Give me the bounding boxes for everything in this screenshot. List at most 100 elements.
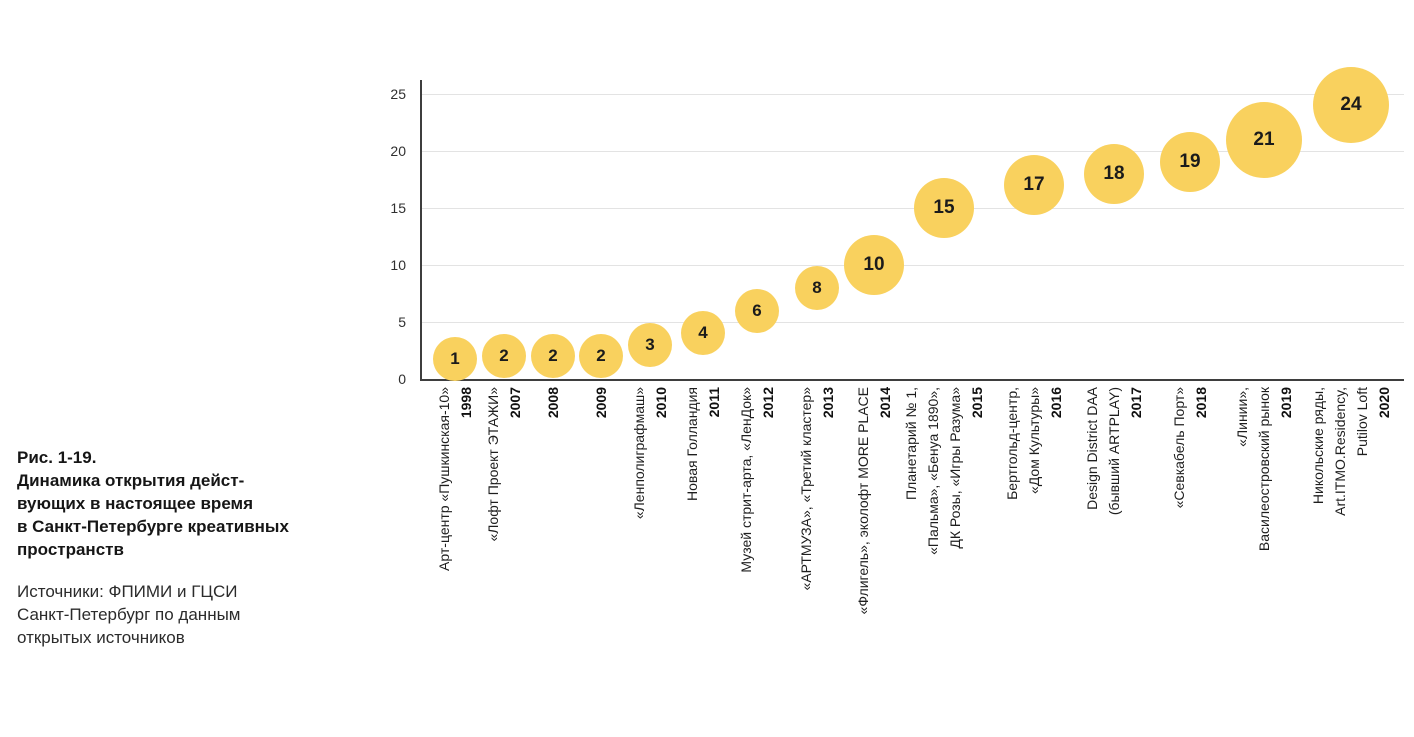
bubble-value-2011: 4 [698, 323, 708, 343]
venue-name: Новая Голландия [684, 387, 700, 501]
year-label: 2009 [593, 387, 609, 419]
venue-name: «Ленполиграфмаш» [631, 387, 647, 520]
bubble-value-2015: 15 [933, 197, 955, 218]
caption-source-line: Источники: ФПИМИ и ГЦСИ [17, 582, 238, 601]
x-label-2012: Музей стрит-арта, «ЛенДок» 2012 [735, 387, 779, 717]
bubble-value-2016: 17 [1023, 174, 1045, 196]
x-label-2019: «Линии», Василеостровский рынок 2019 [1231, 387, 1297, 717]
y-tick-label-0: 0 [398, 371, 406, 387]
year-label: 2008 [545, 387, 561, 419]
x-label-2011: Новая Голландия 2011 [681, 387, 725, 717]
gridline-5 [422, 322, 1404, 323]
x-label-2015: Планетарий № 1, «Пальма», «Бенуа 1890», ДК… [900, 387, 988, 717]
y-tick-label-20: 20 [390, 143, 406, 159]
x-label-2008: 2008 [542, 387, 564, 717]
x-label-2007: «Лофт Проект ЭТАЖИ» 2007 [482, 387, 526, 717]
year-label: 1998 [458, 387, 474, 419]
bubble-2012: 6 [735, 288, 779, 333]
bubble-2020: 24 [1313, 67, 1389, 144]
bubble-2013: 8 [795, 265, 839, 310]
bubble-value-2008: 2 [548, 346, 558, 366]
venue-name: Бертгольд-центр, [1004, 387, 1020, 500]
venue-name: Планетарий № 1, [903, 387, 919, 501]
bubble-2010: 3 [628, 322, 672, 367]
bubble-2018: 19 [1160, 132, 1220, 193]
venue-name: Никольские ряды, [1310, 387, 1326, 505]
year-label: 2016 [1048, 387, 1064, 419]
caption-source-line: Санкт-Петербург по данным [17, 605, 241, 624]
figure-number: Рис. 1-19. [17, 448, 97, 467]
x-label-2016: Бертгольд-центр, «Дом Культуры» 2016 [1001, 387, 1067, 717]
gridline-25 [422, 94, 1404, 95]
bubble-value-2010: 3 [645, 334, 655, 354]
y-tick-label-25: 25 [390, 86, 406, 102]
x-label-2018: «Севкабель Порт» 2018 [1168, 387, 1212, 717]
bubble-2007: 2 [482, 334, 526, 379]
bubble-value-2007: 2 [499, 346, 509, 366]
venue-name: «Линии», [1234, 387, 1250, 447]
figure-caption: Рис. 1-19. Динамика открытия дейст- вующ… [17, 446, 347, 649]
bubble-2009: 2 [579, 334, 623, 379]
x-label-2014: «Флигель», эколофт MORE PLACE 2014 [852, 387, 896, 717]
x-label-2010: «Ленполиграфмаш» 2010 [628, 387, 672, 717]
venue-name: «Севкабель Порт» [1171, 387, 1187, 509]
x-label-2009: 2009 [590, 387, 612, 717]
x-label-2020: Никольские ряды, Art.ITMO.Residency, Putil… [1307, 387, 1395, 717]
year-label: 2018 [1193, 387, 1209, 419]
y-tick-label-10: 10 [390, 257, 406, 273]
x-label-2013: «АРТМУЗА», «Третий кластер» 2013 [795, 387, 839, 717]
caption-title-line: Динамика открытия дейст- [17, 471, 245, 490]
year-label: 2007 [507, 387, 523, 419]
venue-name: Арт-центр «Пушкинская-10» [436, 387, 452, 571]
bubble-value-2017: 18 [1103, 162, 1125, 184]
venue-name: «Дом Культуры» [1026, 387, 1042, 494]
bubble-value-2014: 10 [863, 254, 885, 275]
gridline-15 [422, 208, 1404, 209]
gridline-20 [422, 151, 1404, 152]
venue-name: Putilov Loft [1354, 387, 1370, 457]
bubble-value-2019: 21 [1253, 128, 1275, 150]
bubble-2008: 2 [531, 334, 575, 379]
bubble-1998: 1 [433, 337, 477, 381]
caption-title-line: в Санкт-Петербурге креативных [17, 517, 289, 536]
venue-name: ДК Розы, «Игры Разума» [947, 387, 963, 549]
caption-title: Рис. 1-19. Динамика открытия дейст- вующ… [17, 446, 347, 561]
bubble-2014: 10 [844, 235, 904, 295]
bubble-2019: 21 [1226, 101, 1302, 178]
gridline-10 [422, 265, 1404, 266]
year-label: 2013 [820, 387, 836, 419]
caption-title-line: пространств [17, 540, 124, 559]
bubble-value-2020: 24 [1340, 94, 1362, 116]
venue-name: Василеостровский рынок [1256, 387, 1272, 552]
x-label-2017: Design District DAA (бывший ARTPLAY) 2017 [1081, 387, 1147, 717]
y-tick-label-15: 15 [390, 200, 406, 216]
year-label: 2010 [653, 387, 669, 419]
year-label: 2014 [877, 387, 893, 419]
venue-name: «Пальма», «Бенуа 1890», [925, 387, 941, 555]
bubble-value-2013: 8 [812, 277, 822, 297]
bubble-chart-plot-area: 0 5 10 15 20 25 1 Арт-центр «Пушкинская-10» 1998… [390, 67, 1404, 614]
x-label-1998: Арт-центр «Пушкинская-10» 1998 [433, 387, 477, 717]
venue-name: «Лофт Проект ЭТАЖИ» [485, 387, 501, 542]
year-label: 2012 [760, 387, 776, 419]
year-label: 2019 [1278, 387, 1294, 419]
venue-name: «АРТМУЗА», «Третий кластер» [798, 387, 814, 591]
venue-name: Art.ITMO.Residency, [1332, 387, 1348, 516]
year-label: 2017 [1128, 387, 1144, 419]
year-label: 2015 [969, 387, 985, 419]
caption-title-line: вующих в настоящее время [17, 494, 254, 513]
year-label: 2020 [1376, 387, 1392, 419]
bubble-2017: 18 [1084, 143, 1144, 204]
bubble-value-2012: 6 [752, 300, 762, 320]
bubble-value-1998: 1 [450, 349, 460, 368]
y-tick-label-5: 5 [398, 314, 406, 330]
bubble-value-2018: 19 [1179, 151, 1201, 173]
bubble-2016: 17 [1004, 155, 1064, 216]
venue-name: Design District DAA [1084, 387, 1100, 510]
bubble-value-2009: 2 [596, 346, 606, 366]
caption-sources: Источники: ФПИМИ и ГЦСИ Санкт-Петербург … [17, 580, 347, 649]
venue-name: Музей стрит-арта, «ЛенДок» [738, 387, 754, 573]
bubble-2011: 4 [681, 311, 725, 356]
year-label: 2011 [706, 387, 722, 418]
venue-name: «Флигель», эколофт MORE PLACE [855, 387, 871, 615]
